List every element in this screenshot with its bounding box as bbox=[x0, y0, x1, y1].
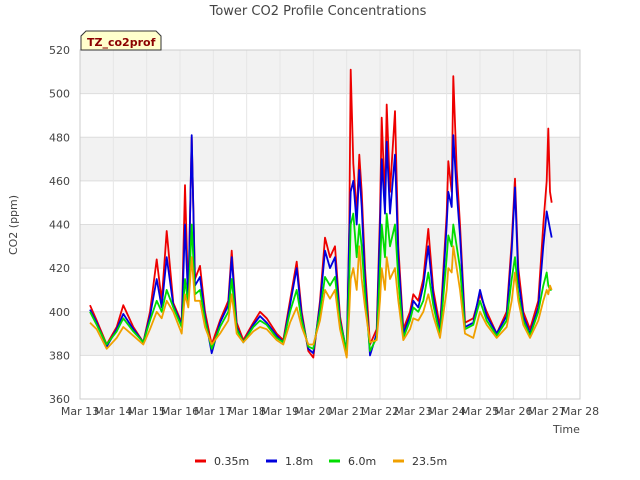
x-tick-label: Mar 22 bbox=[361, 405, 399, 418]
series-layer bbox=[89, 68, 553, 359]
chart-title: Tower CO2 Profile Concentrations bbox=[209, 4, 427, 19]
y-tick-label: 420 bbox=[49, 262, 70, 275]
legend-label: 6.0m bbox=[348, 455, 376, 468]
y-tick-label: 480 bbox=[49, 131, 70, 144]
series-line-23.5m bbox=[89, 245, 553, 359]
dataset-badge-label: TZ_co2prof bbox=[87, 36, 156, 49]
x-tick-label: Mar 28 bbox=[561, 405, 599, 418]
dataset-badge: TZ_co2prof bbox=[80, 30, 162, 51]
x-tick-label: Mar 20 bbox=[294, 405, 332, 418]
plot-band bbox=[80, 137, 580, 181]
series-line-1.8m bbox=[89, 134, 553, 357]
x-axis-label: Time bbox=[552, 423, 580, 436]
x-tick-label: Mar 14 bbox=[94, 405, 132, 418]
x-tick-label: Mar 18 bbox=[228, 405, 266, 418]
x-tick-label: Mar 27 bbox=[528, 405, 566, 418]
plot-band bbox=[80, 224, 580, 269]
x-tick-label: Mar 26 bbox=[494, 405, 532, 418]
plot-band bbox=[80, 93, 580, 138]
plot-band bbox=[80, 355, 580, 399]
y-axis-label: CO2 (ppm) bbox=[7, 195, 20, 255]
plot-band bbox=[80, 50, 580, 94]
y-tick-label: 380 bbox=[49, 349, 70, 362]
plot-band bbox=[80, 180, 580, 225]
x-tick-label: Mar 15 bbox=[128, 405, 166, 418]
x-tick-label: Mar 23 bbox=[394, 405, 432, 418]
legend-label: 0.35m bbox=[214, 455, 249, 468]
x-tick-label: Mar 13 bbox=[61, 405, 99, 418]
y-tick-label: 520 bbox=[49, 44, 70, 57]
legend-label: 1.8m bbox=[285, 455, 313, 468]
y-tick-label: 440 bbox=[49, 219, 70, 232]
x-tick-label: Mar 17 bbox=[194, 405, 232, 418]
plot-background bbox=[80, 50, 580, 399]
x-tick-label: Mar 21 bbox=[328, 405, 366, 418]
series-line-6.0m bbox=[89, 212, 552, 352]
y-tick-label: 400 bbox=[49, 306, 70, 319]
y-tick-label: 360 bbox=[49, 393, 70, 406]
y-tick-label: 460 bbox=[49, 175, 70, 188]
legend-label: 23.5m bbox=[412, 455, 447, 468]
y-tick-label: 500 bbox=[49, 88, 70, 101]
x-tick-label: Mar 16 bbox=[161, 405, 199, 418]
x-tick-label: Mar 25 bbox=[461, 405, 499, 418]
plot-frame bbox=[79, 49, 581, 400]
x-tick-label: Mar 19 bbox=[261, 405, 299, 418]
x-tick-label: Mar 24 bbox=[428, 405, 466, 418]
legend: 0.35m 1.8m 6.0m 23.5m bbox=[195, 455, 447, 468]
